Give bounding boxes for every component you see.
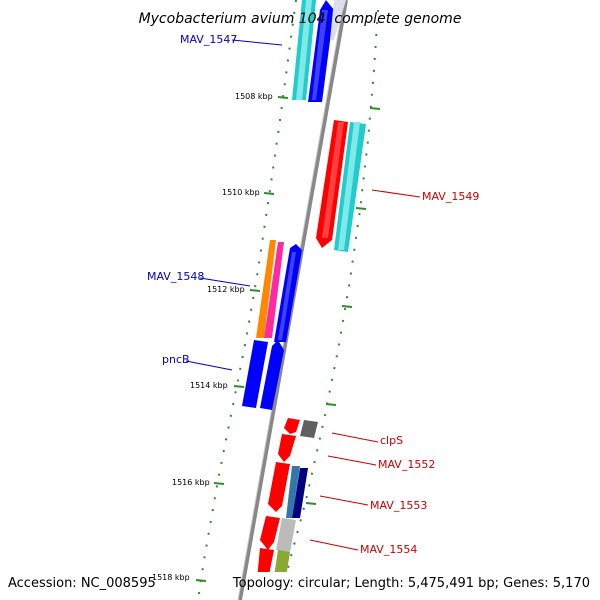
label-line-MAV_1547 xyxy=(231,39,283,46)
label-line-pncB xyxy=(185,360,233,371)
gene-MAV_1547-highlight xyxy=(330,0,346,40)
gene-MAV_1548-shade xyxy=(278,252,296,340)
orf-MAV_1553 xyxy=(286,466,300,518)
label-MAV_1553[interactable]: MAV_1553 xyxy=(370,499,427,512)
gene-MAV_1547-shade xyxy=(312,10,328,100)
tick-mark xyxy=(249,289,261,292)
map-title: Mycobacterium avium 104, complete genome xyxy=(139,11,462,27)
tick-mark xyxy=(233,385,245,388)
tick-label: 1512 kbp xyxy=(207,285,245,294)
orf-block-shade xyxy=(296,0,312,100)
footer-right-bg xyxy=(256,572,598,594)
gene-pncB-a[interactable] xyxy=(242,340,268,408)
tick-label: 1518 kbp xyxy=(152,573,190,582)
tick-label: 1514 kbp xyxy=(190,381,228,390)
label-clpS[interactable]: clpS xyxy=(380,434,403,447)
label-MAV_1548[interactable]: MAV_1548 xyxy=(147,270,204,283)
kbp-ticks: 1508 kbp 1510 kbp 1512 kbp 1514 kbp 1516… xyxy=(152,92,289,582)
label-line-MAV_1552 xyxy=(327,455,377,466)
orf-MAV_1549-shade xyxy=(338,122,360,250)
gene-MAV_1552-region[interactable] xyxy=(278,434,296,462)
gene-MAV_1549-shade xyxy=(322,122,344,238)
tick-label: 1510 kbp xyxy=(222,188,260,197)
outer-track-ticks xyxy=(305,107,381,505)
gene-MAV_1554[interactable] xyxy=(260,516,280,550)
gene-pncB[interactable] xyxy=(260,340,284,410)
label-MAV_1549[interactable]: MAV_1549 xyxy=(422,190,479,203)
label-MAV_1552[interactable]: MAV_1552 xyxy=(378,458,435,471)
orf-MAV_1553-dark xyxy=(292,468,308,518)
label-line-MAV_1553 xyxy=(319,495,369,506)
label-line-MAV_1548 xyxy=(199,277,251,287)
orf-grey xyxy=(300,420,318,438)
orf-pink xyxy=(264,242,284,338)
orf-grey-2 xyxy=(276,518,296,552)
tick-label: 1508 kbp xyxy=(235,92,273,101)
gene-clpS[interactable] xyxy=(284,418,300,434)
footer-left-bg xyxy=(4,572,144,594)
tick-label: 1516 kbp xyxy=(172,478,210,487)
label-MAV_1554[interactable]: MAV_1554 xyxy=(360,543,417,556)
footer-summary: Topology: circular; Length: 5,475,491 bp… xyxy=(232,576,590,591)
gene-labels: MAV_1547 MAV_1548 pncB MAV_1549 clpS MAV… xyxy=(147,33,479,556)
label-line-clpS xyxy=(331,432,379,443)
tick-mark xyxy=(277,96,289,99)
label-line-MAV_1549 xyxy=(371,189,421,198)
gene-MAV_1553[interactable] xyxy=(268,462,290,512)
tick-mark xyxy=(263,192,275,195)
label-pncB[interactable]: pncB xyxy=(162,353,190,366)
tick-mark xyxy=(213,482,225,485)
footer-accession: Accession: NC_008595 xyxy=(8,576,156,591)
orf-orange xyxy=(256,240,276,338)
label-MAV_1547[interactable]: MAV_1547 xyxy=(180,33,237,46)
label-line-MAV_1554 xyxy=(309,539,359,551)
tick-mark xyxy=(195,579,207,582)
